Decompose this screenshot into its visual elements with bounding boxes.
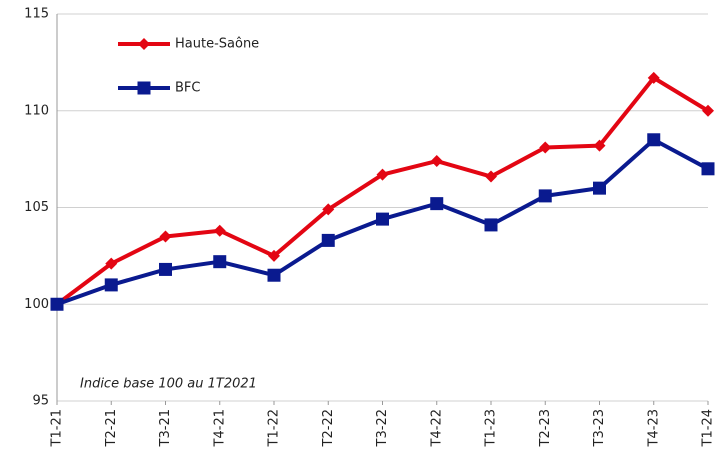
marker: [430, 197, 444, 211]
x-tick-label: T4-22: [429, 409, 444, 447]
y-tick-label: 110: [24, 103, 49, 118]
marker: [322, 203, 335, 216]
y-tick-label: 115: [24, 7, 49, 22]
marker: [539, 141, 552, 154]
marker: [138, 38, 150, 50]
marker: [159, 230, 172, 243]
x-tick-label: T3-21: [158, 409, 173, 447]
marker: [137, 81, 151, 95]
marker: [538, 189, 552, 203]
x-tick-label: T4-23: [646, 409, 661, 447]
x-tick-label: T3-22: [375, 409, 390, 447]
series-line: [55, 75, 710, 306]
marker: [213, 224, 226, 237]
y-tick-label: 105: [24, 200, 49, 215]
marker: [647, 71, 660, 84]
marker: [593, 139, 606, 152]
marker: [702, 104, 714, 117]
marker: [593, 181, 606, 195]
y-tick-label: 100: [24, 297, 49, 312]
marker: [104, 278, 118, 292]
marker: [267, 268, 281, 282]
marker: [159, 262, 172, 276]
marker: [376, 168, 389, 181]
marker: [485, 170, 497, 183]
x-tick-label: T2-22: [321, 409, 336, 447]
marker: [701, 162, 715, 176]
marker: [213, 255, 227, 269]
x-tick-label: T1-24: [701, 409, 716, 447]
x-tick-label: T2-21: [104, 409, 119, 447]
x-tick-label: T2-23: [538, 409, 553, 447]
y-tick-label: 95: [32, 394, 49, 409]
x-tick-label: T4-21: [212, 409, 227, 447]
marker: [50, 297, 64, 311]
marker: [376, 212, 389, 226]
marker: [321, 233, 335, 247]
x-tick-label: T1-21: [50, 409, 65, 447]
marker: [484, 218, 498, 232]
legend-label: Haute-Saône: [175, 37, 259, 52]
x-tick-label: T1-22: [267, 409, 282, 447]
marker: [268, 249, 280, 262]
legend-label: BFC: [175, 81, 200, 96]
marker: [647, 133, 661, 147]
x-tick-label: T1-23: [484, 409, 499, 447]
annotation: Indice base 100 au 1T2021: [80, 377, 257, 392]
marker: [430, 155, 443, 168]
marker: [105, 257, 118, 270]
x-tick-label: T3-23: [592, 409, 607, 447]
